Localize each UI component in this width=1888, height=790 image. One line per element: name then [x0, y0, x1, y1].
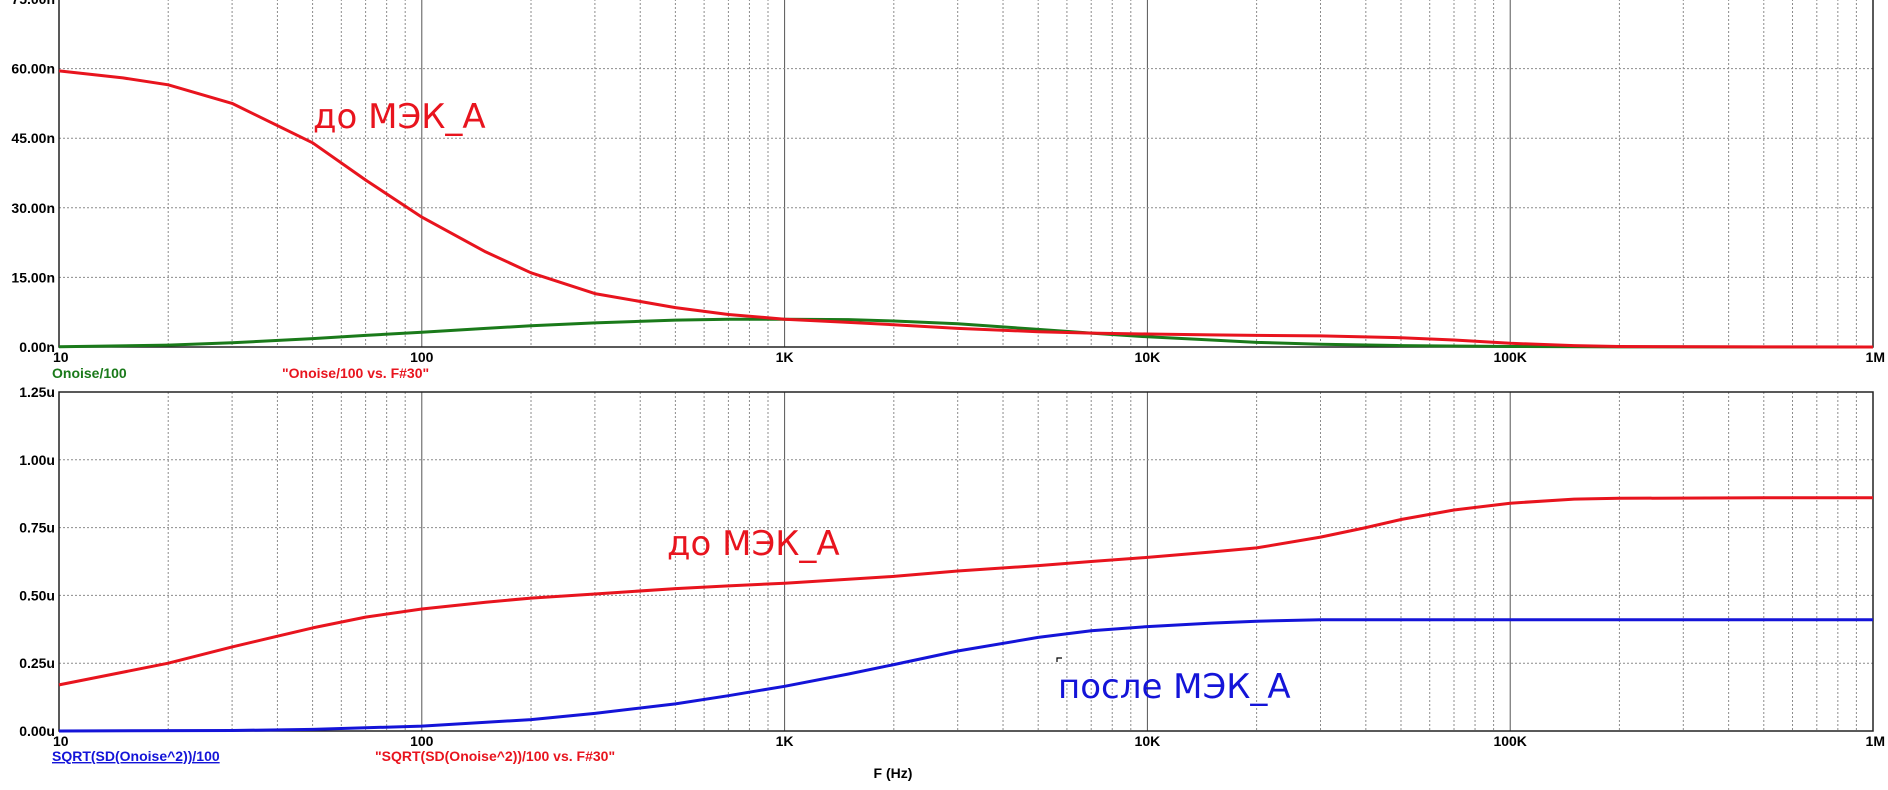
curve-annotation: до МЭК_A	[313, 97, 486, 137]
x-tick-label: 10	[53, 733, 69, 749]
x-tick-label: 1K	[776, 349, 794, 365]
panel-1: 0.00n 15.00n 30.00n 45.00n 60.00n 75.00n 10 100…	[11, 0, 1885, 381]
curve-annotation: после МЭК_A	[1058, 667, 1291, 707]
panel-2: 0.00u 0.25u 0.50u 0.75u 1.00u 1.25u 10 100 1K 10K…	[19, 384, 1885, 781]
series-line-2	[58, 496, 1873, 687]
cursor-mark	[1056, 657, 1062, 662]
y-tick-label: 0.75u	[19, 520, 55, 536]
grid	[58, 391, 1874, 732]
y-tick-label: 15.00n	[11, 269, 55, 285]
legend-entry-1[interactable]: SQRT(SD(Onoise^2))/100	[52, 748, 220, 764]
plot-frame	[58, 0, 1874, 348]
y-tick-label: 0.00u	[19, 723, 55, 739]
grid	[58, 0, 1874, 348]
x-tick-label: 100	[410, 349, 434, 365]
y-tick-label: 0.25u	[19, 655, 55, 671]
x-axis-label: F (Hz)	[874, 765, 913, 781]
x-tick-label: 1M	[1866, 733, 1885, 749]
y-tick-label: 60.00n	[11, 61, 55, 77]
legend-entry-2[interactable]: "Onoise/100 vs. F#30"	[282, 365, 429, 381]
legend-entry-1[interactable]: Onoise/100	[52, 365, 127, 381]
x-tick-label: 100K	[1493, 733, 1526, 749]
legend-entry-2[interactable]: "SQRT(SD(Onoise^2))/100 vs. F#30"	[375, 748, 615, 764]
y-tick-label: 1.00u	[19, 452, 55, 468]
x-tick-label: 1M	[1866, 349, 1885, 365]
y-tick-label: 1.25u	[19, 384, 55, 400]
x-tick-label: 10K	[1135, 349, 1161, 365]
x-tick-label: 1K	[776, 733, 794, 749]
y-tick-label: 45.00n	[11, 130, 55, 146]
series-line-1	[58, 618, 1873, 733]
y-tick-label: 75.00n	[11, 0, 55, 7]
x-tick-label: 100	[410, 733, 434, 749]
x-tick-label: 10K	[1135, 733, 1161, 749]
x-tick-label: 100K	[1493, 349, 1526, 365]
plot-frame	[58, 391, 1874, 732]
x-tick-label: 10	[53, 349, 69, 365]
y-tick-label: 0.50u	[19, 587, 55, 603]
y-tick-label: 30.00n	[11, 200, 55, 216]
series-line-1	[58, 317, 1873, 349]
series-line-2	[58, 69, 1874, 349]
y-tick-label: 0.00n	[19, 339, 55, 355]
curve-annotation: до МЭК_A	[667, 524, 840, 564]
